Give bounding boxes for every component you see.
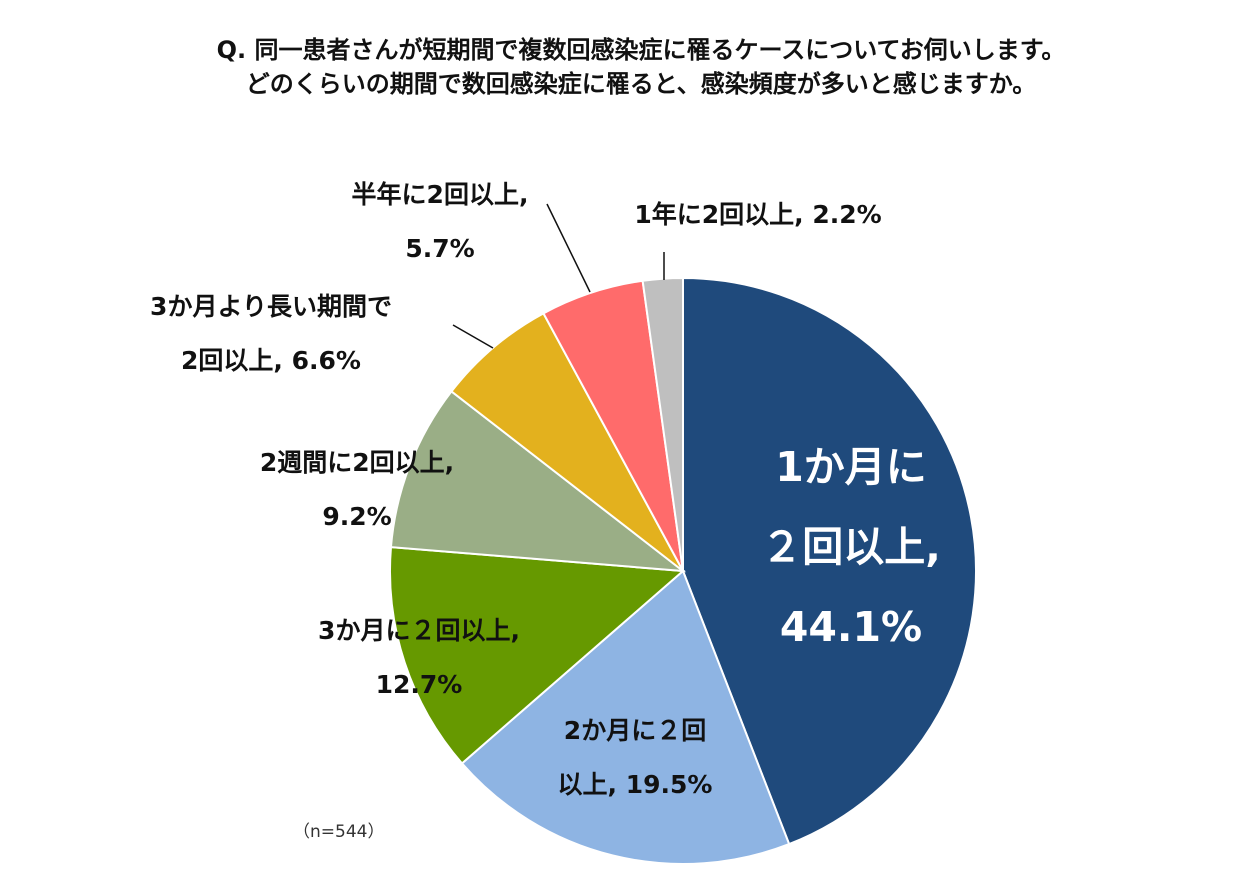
- pie-slice-1: [460, 569, 791, 865]
- slice-label-2-line-0: 3か月に２回以上,: [318, 616, 520, 645]
- slice-label-1-line-1: 以上, 19.5%: [558, 770, 713, 799]
- slice-label-5-line-0: 半年に2回以上,: [352, 180, 529, 209]
- slice-label-5: 半年に2回以上, 5.7%: [352, 180, 529, 263]
- slice-label-2: 3か月に２回以上, 12.7%: [318, 616, 520, 699]
- slice-label-4-line-1: 2回以上, 6.6%: [181, 346, 361, 375]
- question-line-1: Q. 同一患者さんが短期間で複数回感染症に罹るケースについてお伺いします。: [216, 36, 1066, 64]
- slice-label-0-line-2: 44.1%: [780, 603, 922, 651]
- sample-size-note: （n=544）: [293, 822, 385, 842]
- slice-label-3-line-0: 2週間に2回以上,: [260, 448, 454, 477]
- slice-label-4: 3か月より長い期間で 2回以上, 6.6%: [150, 292, 392, 375]
- leader-line-4: [452, 324, 494, 349]
- pie-slice-0: [682, 276, 977, 846]
- question-line-2: どのくらいの期間で数回感染症に罹ると、感染頻度が多いと感じますか。: [245, 70, 1037, 98]
- slice-label-1-line-0: 2か月に２回: [564, 716, 706, 745]
- slice-label-3: 2週間に2回以上, 9.2%: [260, 448, 454, 531]
- slice-label-3-line-1: 9.2%: [322, 502, 391, 531]
- slice-label-4-line-0: 3か月より長い期間で: [150, 292, 392, 321]
- slice-label-0-line-0: 1か月に: [775, 443, 927, 491]
- slice-label-6: 1年に2回以上, 2.2%: [634, 200, 881, 229]
- slice-label-0-line-1: ２回以上,: [761, 523, 941, 571]
- slice-label-0: 1か月に ２回以上, 44.1%: [761, 443, 941, 651]
- slice-label-2-line-1: 12.7%: [376, 670, 463, 699]
- pie-slice-3: [389, 390, 687, 573]
- leader-line-5: [546, 203, 591, 293]
- slice-label-6-line-0: 1年に2回以上, 2.2%: [634, 200, 881, 229]
- pie-slice-2: [389, 546, 686, 765]
- slice-label-1: 2か月に２回以上, 19.5%: [558, 716, 713, 799]
- slice-label-5-line-1: 5.7%: [405, 234, 474, 263]
- pie-slice-6: [641, 276, 684, 572]
- pie-slice-4: [450, 312, 684, 572]
